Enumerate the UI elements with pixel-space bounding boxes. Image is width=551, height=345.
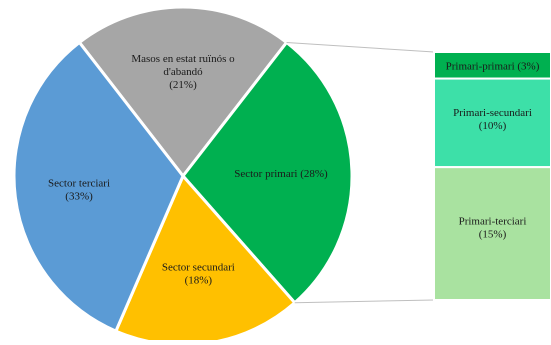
connector-line-bottom: [294, 299, 435, 304]
pie-label-sector-primari: Sector primari (28%): [234, 168, 328, 180]
pie-label-line: Sector terciari: [48, 178, 110, 190]
pie-slice-sector-terciari[interactable]: [12, 40, 185, 334]
pie-label-line: Sector secundari: [162, 261, 235, 273]
bar-label-line: Primari-primari (3%): [446, 60, 540, 72]
bar-segment-primari-secundari[interactable]: [433, 77, 551, 169]
bar-label-line: Primari-terciari: [459, 215, 527, 227]
pie-label-line: (18%): [185, 274, 213, 286]
pie-label-sector-secundari: Sector secundari (18%): [162, 261, 235, 286]
pie-label-line: d'abandó: [163, 66, 203, 78]
pie-label-line: (33%): [65, 191, 93, 203]
pie-group: Masos en estat ruïnós o d'abandó (21%) Sect…: [12, 5, 354, 345]
connector-lines: [286, 41, 435, 304]
bar-label-line: Primari-secundari: [453, 107, 532, 119]
pie-slice-masos-en-estat-ruinos-o-d-abando[interactable]: [77, 5, 289, 179]
pie-label-line: (21%): [169, 79, 197, 91]
bar-segment-primari-primari[interactable]: [433, 51, 551, 80]
pie-label-line: Masos en estat ruïnós o: [131, 53, 235, 65]
bar-label-primari-primari: Primari-primari (3%): [446, 60, 540, 72]
bar-label-line: (10%): [479, 120, 507, 132]
pie-label-masos-en-estat-ruinos-o-d-abando: Masos en estat ruïnós o d'abandó (21%): [131, 53, 235, 91]
breakdown-bar: Primari-primari (3%) Primari-secundari (10…: [433, 51, 551, 301]
bar-label-line: (15%): [479, 228, 507, 240]
pie-label-line: Sector primari (28%): [234, 168, 328, 180]
bar-segment-primari-terciari[interactable]: [433, 166, 551, 301]
pie-slice-sector-primari[interactable]: [181, 40, 354, 305]
bar-label-primari-secundari: Primari-secundari (10%): [453, 107, 532, 132]
connector-line-top: [286, 41, 435, 53]
bar-label-primari-terciari: Primari-terciari (15%): [459, 215, 527, 240]
pie-label-sector-terciari: Sector terciari (33%): [48, 178, 110, 203]
